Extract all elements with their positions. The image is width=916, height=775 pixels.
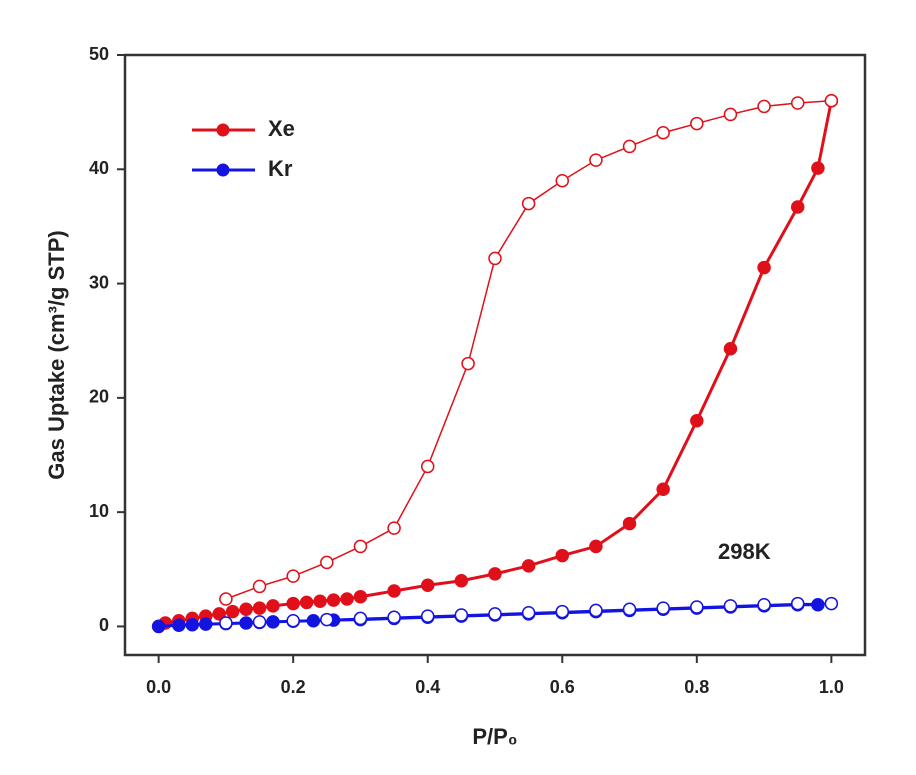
point [151, 619, 166, 634]
point [757, 99, 771, 114]
point [488, 567, 502, 581]
legend-label: Kr [268, 156, 293, 181]
point [555, 604, 570, 619]
point [219, 592, 233, 606]
point [454, 573, 469, 588]
point [420, 578, 435, 593]
point [824, 596, 839, 611]
point [790, 96, 805, 110]
point [589, 153, 603, 167]
point [353, 539, 368, 554]
legend-label: Xe [268, 116, 295, 141]
y-tick-label: 0 [99, 615, 109, 635]
point [690, 600, 704, 614]
point [286, 596, 300, 611]
point [252, 579, 267, 594]
point [172, 618, 186, 633]
x-axis-title: P/P₀ [472, 724, 517, 749]
y-tick-label: 20 [89, 387, 109, 407]
point [757, 260, 771, 275]
y-tick-label: 50 [89, 44, 109, 64]
annotation: 298K [718, 539, 771, 564]
point [656, 125, 670, 140]
point [461, 356, 475, 371]
point [656, 482, 670, 497]
point [690, 116, 704, 131]
point [353, 589, 368, 604]
point [757, 597, 771, 612]
y-axis-title: Gas Uptake (cm³/g STP) [44, 230, 69, 479]
point [313, 594, 327, 609]
point [387, 610, 401, 625]
series-line [225, 99, 832, 600]
point [286, 613, 300, 628]
point [299, 595, 314, 610]
point [690, 413, 704, 428]
point [353, 611, 368, 626]
point [420, 459, 435, 474]
point [723, 107, 738, 122]
point [185, 617, 200, 632]
point [723, 599, 738, 613]
point [622, 602, 637, 617]
point [555, 548, 570, 563]
point [555, 173, 570, 188]
point [286, 569, 300, 583]
point [198, 617, 213, 631]
point [212, 607, 226, 621]
x-tick-label: 0.6 [550, 677, 575, 697]
point [622, 139, 637, 154]
x-tick-label: 0.4 [415, 677, 440, 697]
point [622, 516, 637, 531]
point [326, 593, 341, 607]
legend-marker [216, 163, 230, 177]
y-tick-label: 40 [89, 158, 109, 178]
point [790, 200, 805, 214]
point [521, 196, 536, 211]
point [589, 603, 603, 618]
x-tick-label: 0.0 [146, 677, 171, 697]
y-tick-label: 30 [89, 272, 109, 292]
y-tick-label: 10 [89, 501, 109, 521]
x-tick-label: 1.0 [819, 677, 844, 697]
plot-frame [123, 53, 867, 657]
x-tick-label: 0.2 [281, 677, 306, 697]
point [723, 341, 738, 356]
point [824, 93, 839, 108]
point [488, 251, 502, 266]
point [521, 605, 536, 620]
point [811, 161, 825, 175]
point [790, 596, 805, 611]
point [811, 597, 825, 612]
point [266, 599, 280, 613]
point [488, 607, 502, 621]
point [589, 539, 603, 554]
point [340, 592, 354, 606]
legend-marker [216, 123, 230, 137]
point [225, 604, 240, 619]
point [387, 584, 401, 598]
point [320, 555, 334, 570]
point [239, 602, 253, 617]
point [420, 609, 435, 623]
point [219, 616, 233, 630]
point [252, 615, 267, 629]
point [521, 559, 536, 573]
point [252, 601, 267, 615]
point [656, 601, 670, 615]
point [454, 608, 469, 622]
point [387, 521, 401, 535]
point [320, 612, 334, 627]
x-tick-label: 0.8 [684, 677, 709, 697]
